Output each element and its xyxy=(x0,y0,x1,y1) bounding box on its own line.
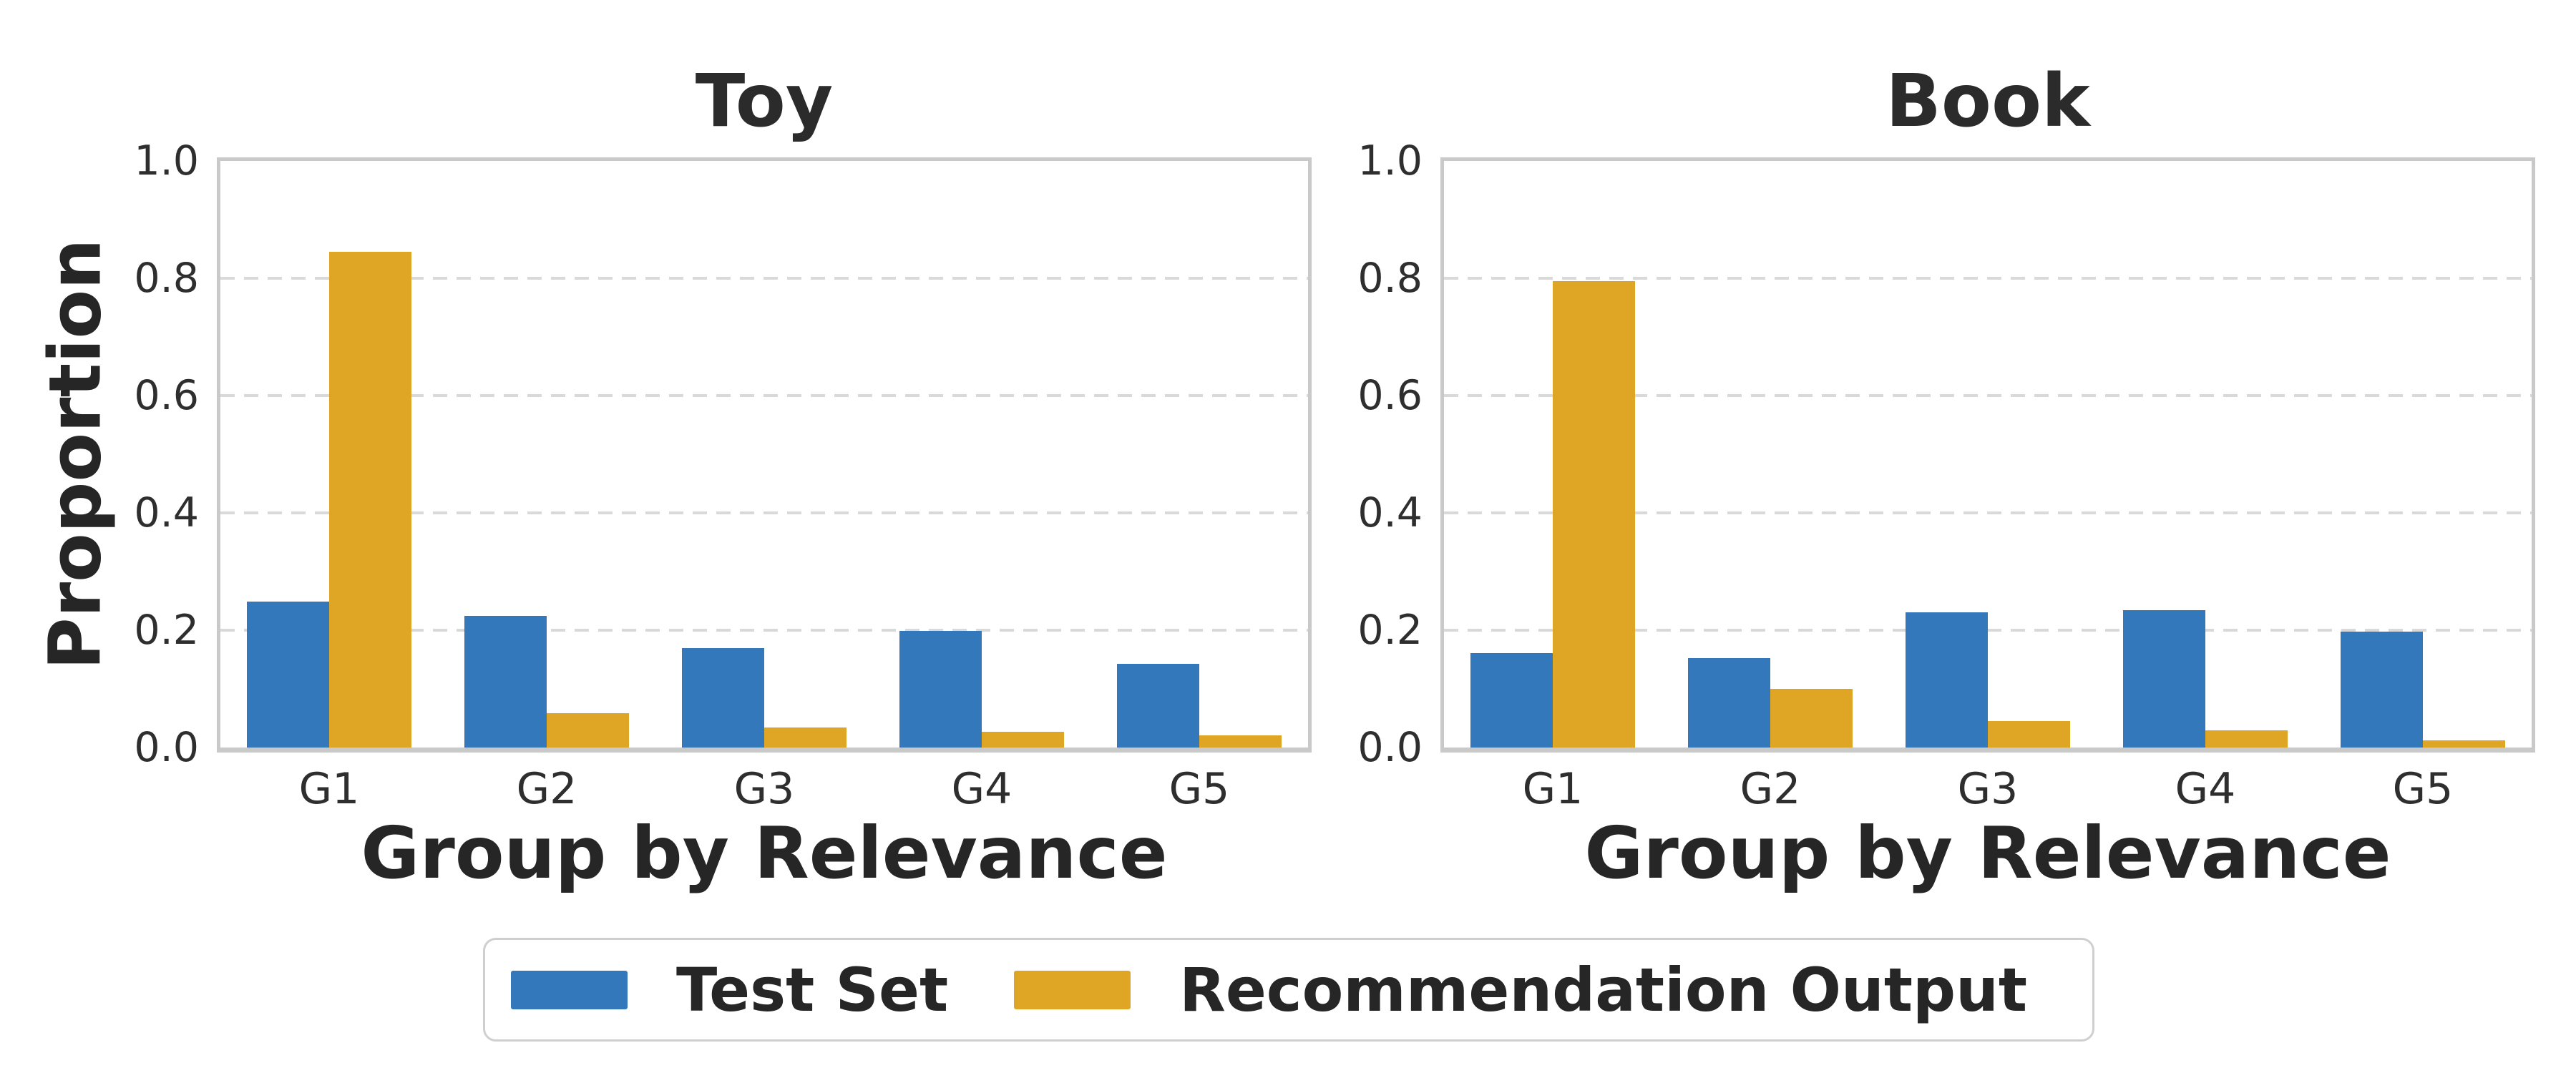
legend: Test Set Recommendation Output xyxy=(483,938,2094,1042)
bar-toy-g3-test-set xyxy=(682,647,764,748)
x-tick-label-book-g5: G5 xyxy=(2392,764,2454,814)
bar-book-g4-test-set xyxy=(2123,610,2205,748)
legend-label-test-set: Test Set xyxy=(676,954,949,1025)
gridline-0.4 xyxy=(220,511,1308,514)
y-tick-label-0.6: 0.6 xyxy=(134,372,199,419)
toy-x-axis-label: Group by Relevance xyxy=(361,811,1168,895)
x-tick-label-book-g3: G3 xyxy=(1957,764,2019,814)
gridline-0.6 xyxy=(220,394,1308,397)
bar-book-g5-recommendation-output xyxy=(2423,740,2505,748)
y-tick-label-0.4: 0.4 xyxy=(134,489,199,536)
gridline-0.8 xyxy=(1444,277,2532,280)
book-x-axis-label: Group by Relevance xyxy=(1584,811,2391,895)
x-tick-label-book-g4: G4 xyxy=(2175,764,2236,814)
legend-swatch-recommendation-output xyxy=(1014,970,1131,1009)
toy-plot-area: 0.0 0.2 0.4 0.6 0.8 1.0 G1 G2 G3 G4 G5 xyxy=(134,137,1312,814)
y-tick-label-0.8: 0.8 xyxy=(1357,255,1423,302)
gridline-0.4 xyxy=(1444,511,2532,514)
y-tick-label-1.0: 1.0 xyxy=(134,137,199,185)
x-tick-label-toy-g2: G2 xyxy=(516,764,577,814)
y-tick-label-0.2: 0.2 xyxy=(134,607,199,654)
x-tick-label-toy-g3: G3 xyxy=(733,764,795,814)
bar-book-g4-recommendation-output xyxy=(2205,730,2288,748)
x-tick-label-toy-g1: G1 xyxy=(298,764,360,814)
y-tick-label-1.0: 1.0 xyxy=(1357,137,1423,185)
toy-panel-title: Toy xyxy=(695,59,834,144)
gridline-0.2 xyxy=(1444,629,2532,632)
y-tick-label-0.2: 0.2 xyxy=(1357,607,1423,654)
y-tick-label-0.6: 0.6 xyxy=(1357,372,1423,419)
y-tick-label-0.8: 0.8 xyxy=(134,255,199,302)
bar-book-g1-test-set xyxy=(1470,652,1553,748)
legend-label-recommendation-output: Recommendation Output xyxy=(1179,954,2028,1025)
bar-toy-g3-recommendation-output xyxy=(764,727,847,748)
gridline-0.8 xyxy=(220,277,1308,280)
y-tick-label-0.4: 0.4 xyxy=(1357,489,1423,536)
x-tick-label-book-g2: G2 xyxy=(1740,764,1801,814)
bar-toy-g4-recommendation-output xyxy=(982,731,1064,748)
book-plot-area: 0.0 0.2 0.4 0.6 0.8 1.0 G1 G2 G3 G4 G5 xyxy=(1357,137,2535,814)
x-tick-label-toy-g5: G5 xyxy=(1169,764,1230,814)
bar-book-g3-test-set xyxy=(1906,612,1988,748)
bar-toy-g2-recommendation-output xyxy=(547,713,629,748)
bar-book-g2-test-set xyxy=(1688,658,1770,748)
bar-toy-g1-recommendation-output xyxy=(329,252,411,748)
bar-book-g1-recommendation-output xyxy=(1553,281,1635,748)
y-tick-label-0.0: 0.0 xyxy=(1357,724,1423,771)
book-panel-title: Book xyxy=(1885,59,2090,144)
bar-toy-g1-test-set xyxy=(247,601,329,748)
x-tick-label-toy-g4: G4 xyxy=(951,764,1013,814)
bar-book-g3-recommendation-output xyxy=(1988,721,2070,748)
legend-swatch-test-set xyxy=(511,970,628,1009)
bar-toy-g5-test-set xyxy=(1117,663,1199,748)
y-tick-label-0.0: 0.0 xyxy=(134,724,199,771)
bar-toy-g4-test-set xyxy=(899,630,982,748)
bar-toy-g5-recommendation-output xyxy=(1199,735,1282,748)
gridline-0.6 xyxy=(1444,394,2532,397)
x-tick-label-book-g1: G1 xyxy=(1522,764,1584,814)
bar-book-g5-test-set xyxy=(2341,632,2423,748)
bar-book-g2-recommendation-output xyxy=(1770,689,1853,748)
gridline-0.2 xyxy=(220,629,1308,632)
bar-toy-g2-test-set xyxy=(464,615,547,748)
